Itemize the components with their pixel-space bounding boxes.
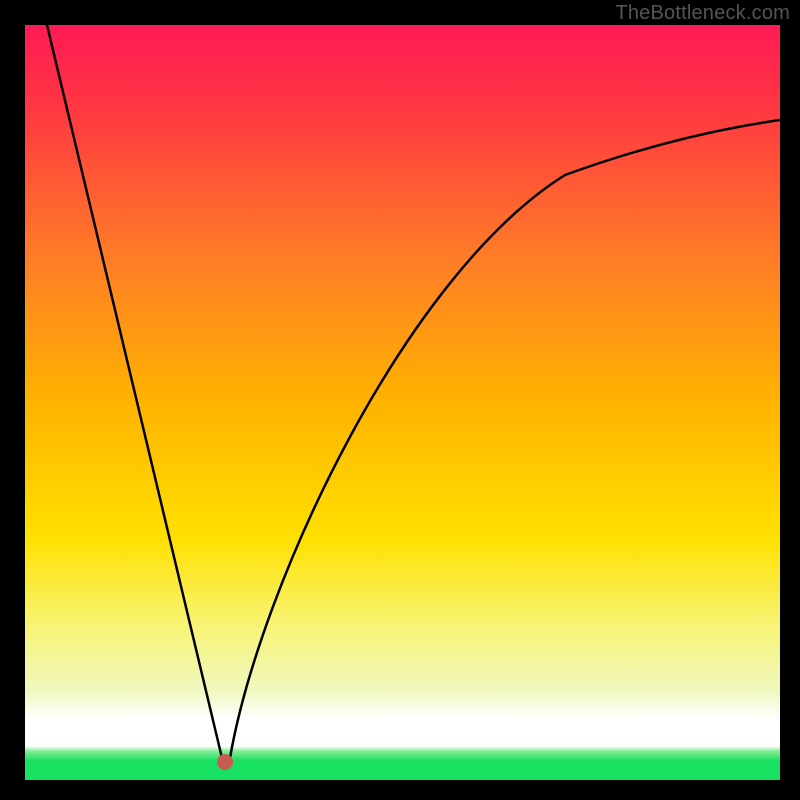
plot-area: [25, 25, 780, 780]
watermark-text: TheBottleneck.com: [615, 2, 790, 25]
frame-right: [780, 0, 800, 800]
frame-bottom: [0, 780, 800, 800]
frame-left: [0, 0, 25, 800]
optimal-point-marker: [217, 754, 233, 770]
bottleneck-curve: [25, 25, 780, 780]
